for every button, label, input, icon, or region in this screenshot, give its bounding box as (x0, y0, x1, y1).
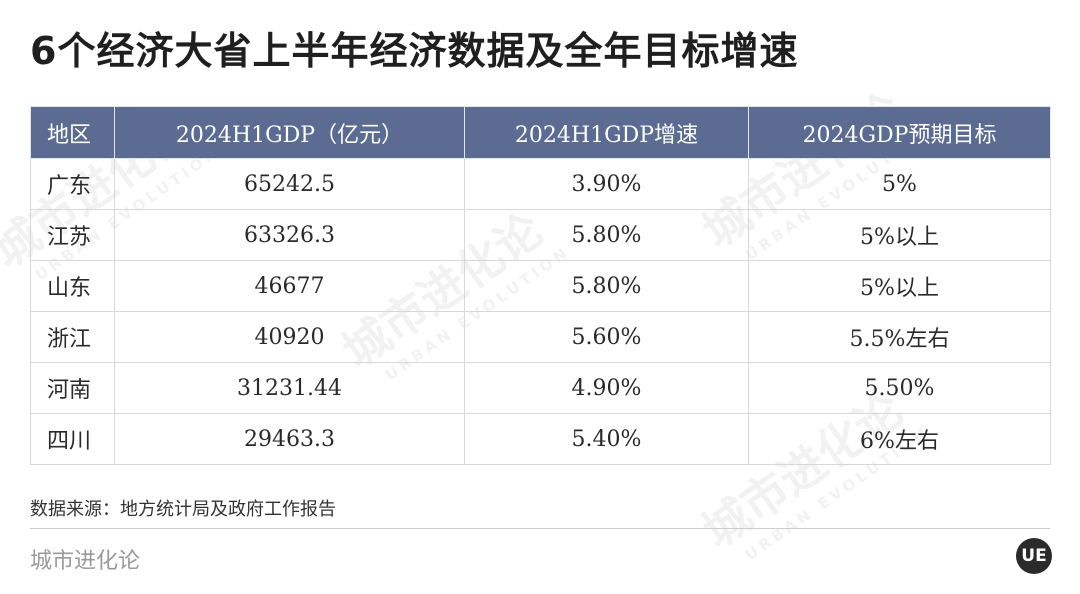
table-row: 山东 46677 5.80% 5%以上 (30, 260, 1051, 312)
table-row: 广东 65242.5 3.90% 5% (30, 158, 1051, 210)
gdp-table: 地区 2024H1GDP（亿元） 2024H1GDP增速 2024GDP预期目标… (30, 106, 1051, 465)
cell-target: 5%以上 (748, 260, 1051, 312)
header-h1-growth: 2024H1GDP增速 (464, 106, 749, 159)
cell-region: 河南 (30, 362, 115, 414)
cell-h1-gdp: 29463.3 (114, 413, 465, 465)
cell-region: 江苏 (30, 209, 115, 261)
cell-h1-gdp: 65242.5 (114, 158, 465, 210)
cell-h1-gdp: 40920 (114, 311, 465, 363)
footer-brand: 城市进化论 (30, 549, 141, 574)
brand-logo: UE (1016, 538, 1052, 574)
page-title: 6个经济大省上半年经济数据及全年目标增速 (30, 29, 799, 73)
cell-region: 四川 (30, 413, 115, 465)
cell-target: 5.50% (748, 362, 1051, 414)
cell-h1-growth: 5.60% (464, 311, 749, 363)
cell-target: 5%以上 (748, 209, 1051, 261)
table-row: 江苏 63326.3 5.80% 5%以上 (30, 209, 1051, 261)
cell-h1-gdp: 63326.3 (114, 209, 465, 261)
cell-region: 浙江 (30, 311, 115, 363)
cell-h1-growth: 3.90% (464, 158, 749, 210)
footer-divider (30, 528, 1050, 529)
table-row: 河南 31231.44 4.90% 5.50% (30, 362, 1051, 414)
table-row: 四川 29463.3 5.40% 6%左右 (30, 413, 1051, 465)
cell-h1-gdp: 31231.44 (114, 362, 465, 414)
table-header-row: 地区 2024H1GDP（亿元） 2024H1GDP增速 2024GDP预期目标 (30, 106, 1051, 159)
cell-h1-growth: 5.40% (464, 413, 749, 465)
header-target: 2024GDP预期目标 (748, 106, 1051, 159)
table-row: 浙江 40920 5.60% 5.5%左右 (30, 311, 1051, 363)
cell-h1-gdp: 46677 (114, 260, 465, 312)
header-h1-gdp: 2024H1GDP（亿元） (114, 106, 465, 159)
data-source-note: 数据来源：地方统计局及政府工作报告 (30, 499, 336, 520)
cell-region: 广东 (30, 158, 115, 210)
cell-target: 5.5%左右 (748, 311, 1051, 363)
cell-target: 5% (748, 158, 1051, 210)
cell-h1-growth: 5.80% (464, 209, 749, 261)
cell-region: 山东 (30, 260, 115, 312)
header-region: 地区 (30, 106, 115, 159)
cell-target: 6%左右 (748, 413, 1051, 465)
cell-h1-growth: 4.90% (464, 362, 749, 414)
cell-h1-growth: 5.80% (464, 260, 749, 312)
